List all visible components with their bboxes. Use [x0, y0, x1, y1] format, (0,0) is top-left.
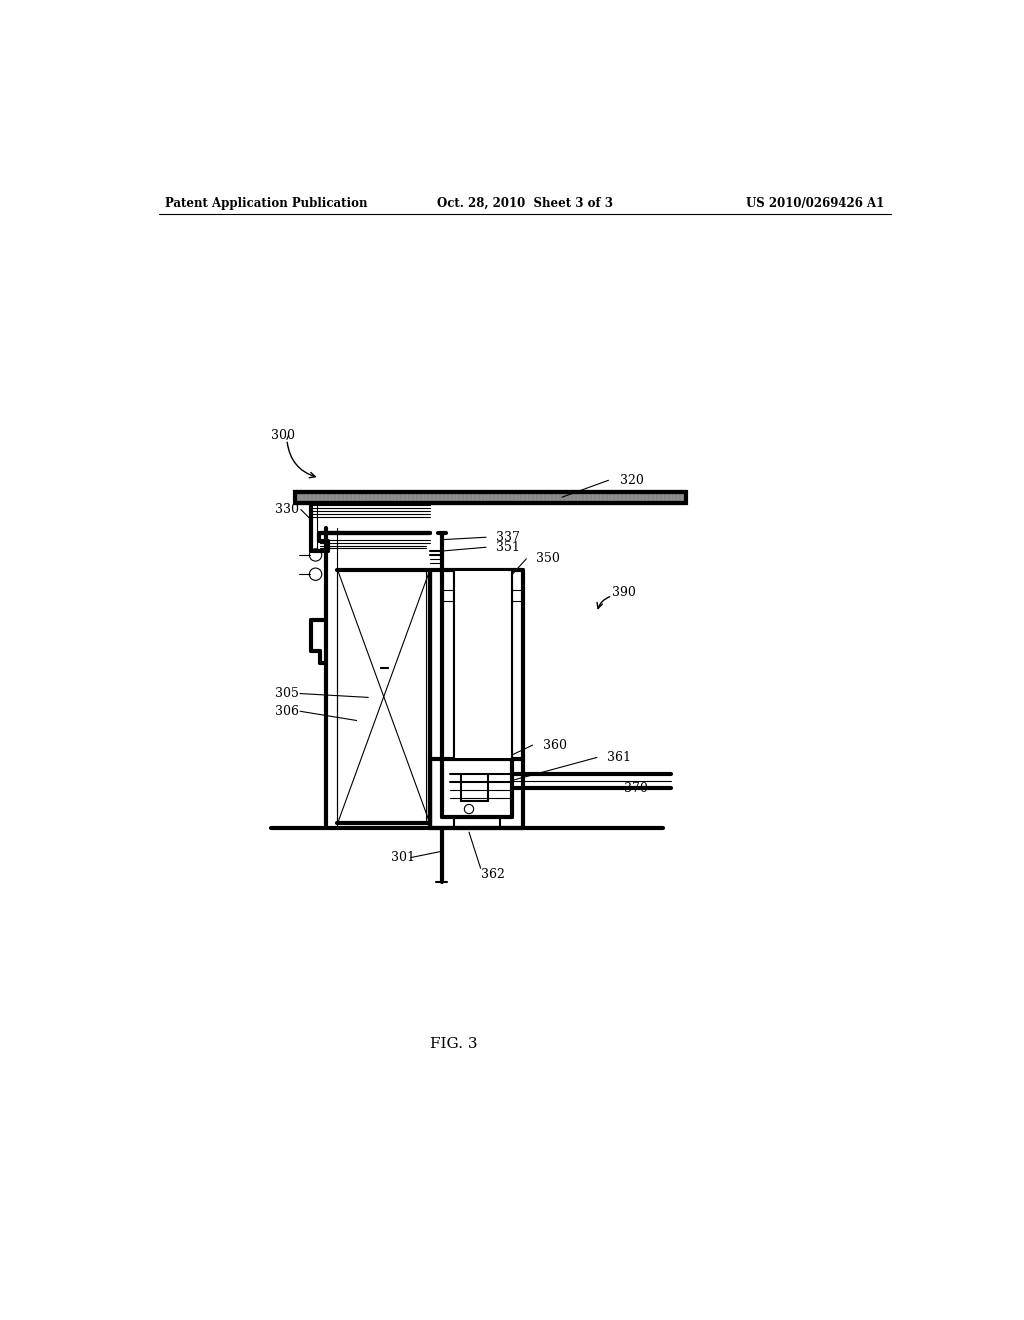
Text: US 2010/0269426 A1: US 2010/0269426 A1	[746, 197, 885, 210]
Text: 300: 300	[271, 429, 295, 442]
Text: 305: 305	[275, 686, 299, 700]
Text: 351: 351	[496, 541, 520, 554]
Text: Oct. 28, 2010  Sheet 3 of 3: Oct. 28, 2010 Sheet 3 of 3	[437, 197, 612, 210]
Text: 362: 362	[480, 869, 505, 880]
Text: 350: 350	[537, 552, 560, 565]
Text: 337: 337	[496, 531, 520, 544]
Bar	[455, 572, 511, 758]
Text: 320: 320	[621, 474, 644, 487]
Text: 360: 360	[543, 739, 566, 751]
Bar	[295, 492, 686, 503]
Text: 301: 301	[391, 851, 416, 865]
Text: 370: 370	[624, 781, 648, 795]
Text: 330: 330	[275, 503, 299, 516]
Text: Patent Application Publication: Patent Application Publication	[165, 197, 368, 210]
Text: FIG. 3: FIG. 3	[430, 1038, 477, 1051]
Text: 390: 390	[612, 586, 636, 599]
Text: 361: 361	[607, 751, 631, 764]
Text: 306: 306	[275, 705, 299, 718]
